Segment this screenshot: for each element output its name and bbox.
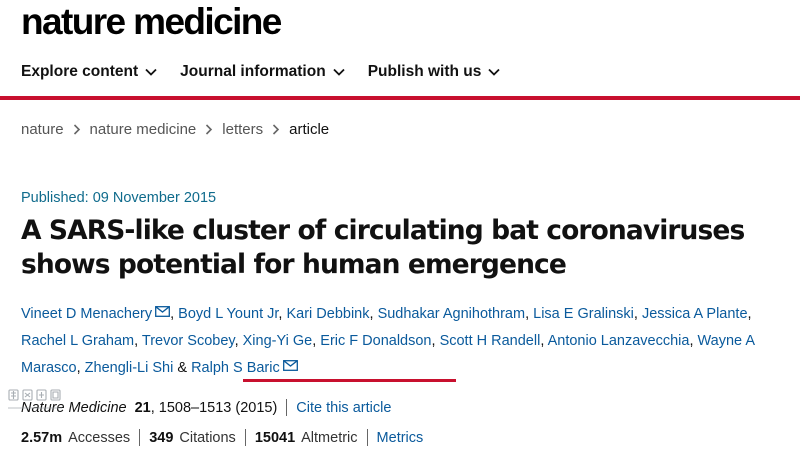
chevron-down-icon [488, 68, 500, 76]
breadcrumb: nature nature medicine letters article [21, 121, 329, 138]
metrics-line: 2.57m Accesses 349 Citations 15041 Altme… [21, 429, 423, 446]
author-link[interactable]: Ralph S Baric [191, 360, 280, 376]
chevron-down-icon [333, 68, 345, 76]
citation-line: Nature Medicine 21 , 1508–1513 (2015) Ci… [21, 399, 391, 416]
divider [366, 429, 368, 446]
journal-pages: , 1508–1513 (2015) [150, 399, 278, 416]
metrics-link[interactable]: Metrics [376, 429, 424, 446]
watermark-logo [8, 389, 62, 409]
accesses-label: Accesses [68, 429, 131, 446]
author-link[interactable]: Rachel L Graham [21, 333, 135, 349]
chevron-right-icon [273, 124, 280, 135]
cite-this-article-link[interactable]: Cite this article [296, 399, 392, 416]
altmetric-count: 15041 [254, 429, 296, 446]
nav-publish-with-us[interactable]: Publish with us [368, 60, 501, 84]
breadcrumb-article: article [289, 121, 330, 138]
chevron-right-icon [206, 124, 213, 135]
author-link[interactable]: Zhengli-Li Shi [84, 360, 174, 376]
divider [244, 429, 246, 446]
chevron-down-icon [145, 68, 157, 76]
citations-count: 349 [149, 429, 174, 446]
mail-icon[interactable] [282, 360, 298, 371]
chevron-right-icon [73, 124, 80, 135]
author-link[interactable]: Lisa E Gralinski [533, 306, 634, 322]
author-list: Vineet D Menachery, Boyd L Yount Jr, Kar… [21, 306, 755, 376]
nav-label: Journal information [180, 63, 326, 80]
journal-volume: 21 [134, 399, 151, 416]
nav-label: Publish with us [367, 63, 482, 80]
divider [286, 399, 288, 416]
author-link[interactable]: Scott H Randell [439, 333, 541, 349]
breadcrumb-letters[interactable]: letters [222, 121, 264, 138]
author-ampersand: & [177, 360, 188, 376]
nav-label: Explore content [21, 63, 139, 80]
breadcrumb-nature[interactable]: nature [21, 121, 64, 138]
author-link[interactable]: Wayne A Marasco [21, 333, 755, 376]
accesses-count: 2.57m [21, 429, 63, 446]
journal-name: Nature Medicine [21, 399, 127, 416]
mail-icon[interactable] [155, 306, 171, 317]
author-link[interactable]: Trevor Scobey [141, 333, 235, 349]
divider [139, 429, 141, 446]
published-date: Published: 09 November 2015 [21, 190, 217, 206]
author-link[interactable]: Xing-Yi Ge [242, 333, 313, 349]
author-link[interactable]: Sudhakar Agnihothram [377, 306, 526, 322]
author-link[interactable]: Jessica A Plante [641, 306, 748, 322]
breadcrumb-nature-medicine[interactable]: nature medicine [89, 121, 197, 138]
author-link[interactable]: Boyd L Yount Jr [178, 306, 279, 322]
highlight-underline [243, 379, 456, 382]
author-link[interactable]: Eric F Donaldson [320, 333, 432, 349]
author-link[interactable]: Antonio Lanzavecchia [547, 333, 690, 349]
citations-label: Citations [179, 429, 236, 446]
header-divider [0, 96, 800, 100]
site-logo[interactable]: nature medicine [21, 1, 282, 42]
article-title: A SARS-like cluster of circulating bat c… [21, 215, 745, 280]
nav-journal-information[interactable]: Journal information [180, 60, 345, 84]
altmetric-label: Altmetric [301, 429, 358, 446]
main-nav: Explore content Journal information Publ… [21, 60, 523, 84]
author-link[interactable]: Vineet D Menachery [21, 306, 153, 322]
nav-explore-content[interactable]: Explore content [21, 60, 157, 84]
author-link[interactable]: Kari Debbink [286, 306, 370, 322]
